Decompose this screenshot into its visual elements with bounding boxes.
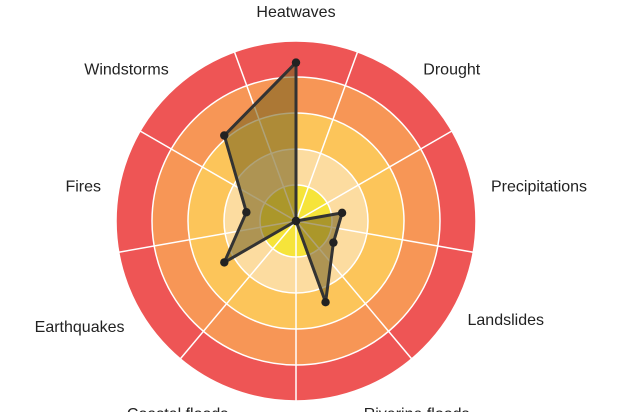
sector-divider <box>295 51 359 222</box>
data-point-landslides <box>329 238 338 247</box>
axis-label-heatwaves: Heatwaves <box>256 4 335 21</box>
data-point-coastal-floods <box>291 216 301 226</box>
axis-label-fires: Fires <box>65 179 101 196</box>
series-area-0 <box>222 61 344 304</box>
axis-label-precipitations: Precipitations <box>491 179 587 196</box>
radar-series <box>220 58 347 307</box>
data-point-heatwaves <box>291 58 301 67</box>
data-point-earthquakes <box>220 258 229 267</box>
data-point-riverine-floods <box>321 297 330 307</box>
data-point-windstorms <box>220 131 229 140</box>
data-point-fires <box>242 208 251 217</box>
axis-label-earthquakes: Earthquakes <box>35 319 125 336</box>
sector-divider <box>179 220 297 360</box>
axis-label-landslides: Landslides <box>468 312 545 329</box>
axis-label-drought: Drought <box>423 61 480 78</box>
axis-label-coastal-floods: Coastal floods <box>127 406 228 412</box>
axis-label-riverine-floods: Riverine floods <box>364 406 470 412</box>
sector-divider <box>295 130 453 222</box>
data-point-precipitations <box>337 208 347 218</box>
axis-label-windstorms: Windstorms <box>84 61 168 78</box>
axis-labels: Heatwaves Drought Precipitations Landslides… <box>35 4 587 412</box>
